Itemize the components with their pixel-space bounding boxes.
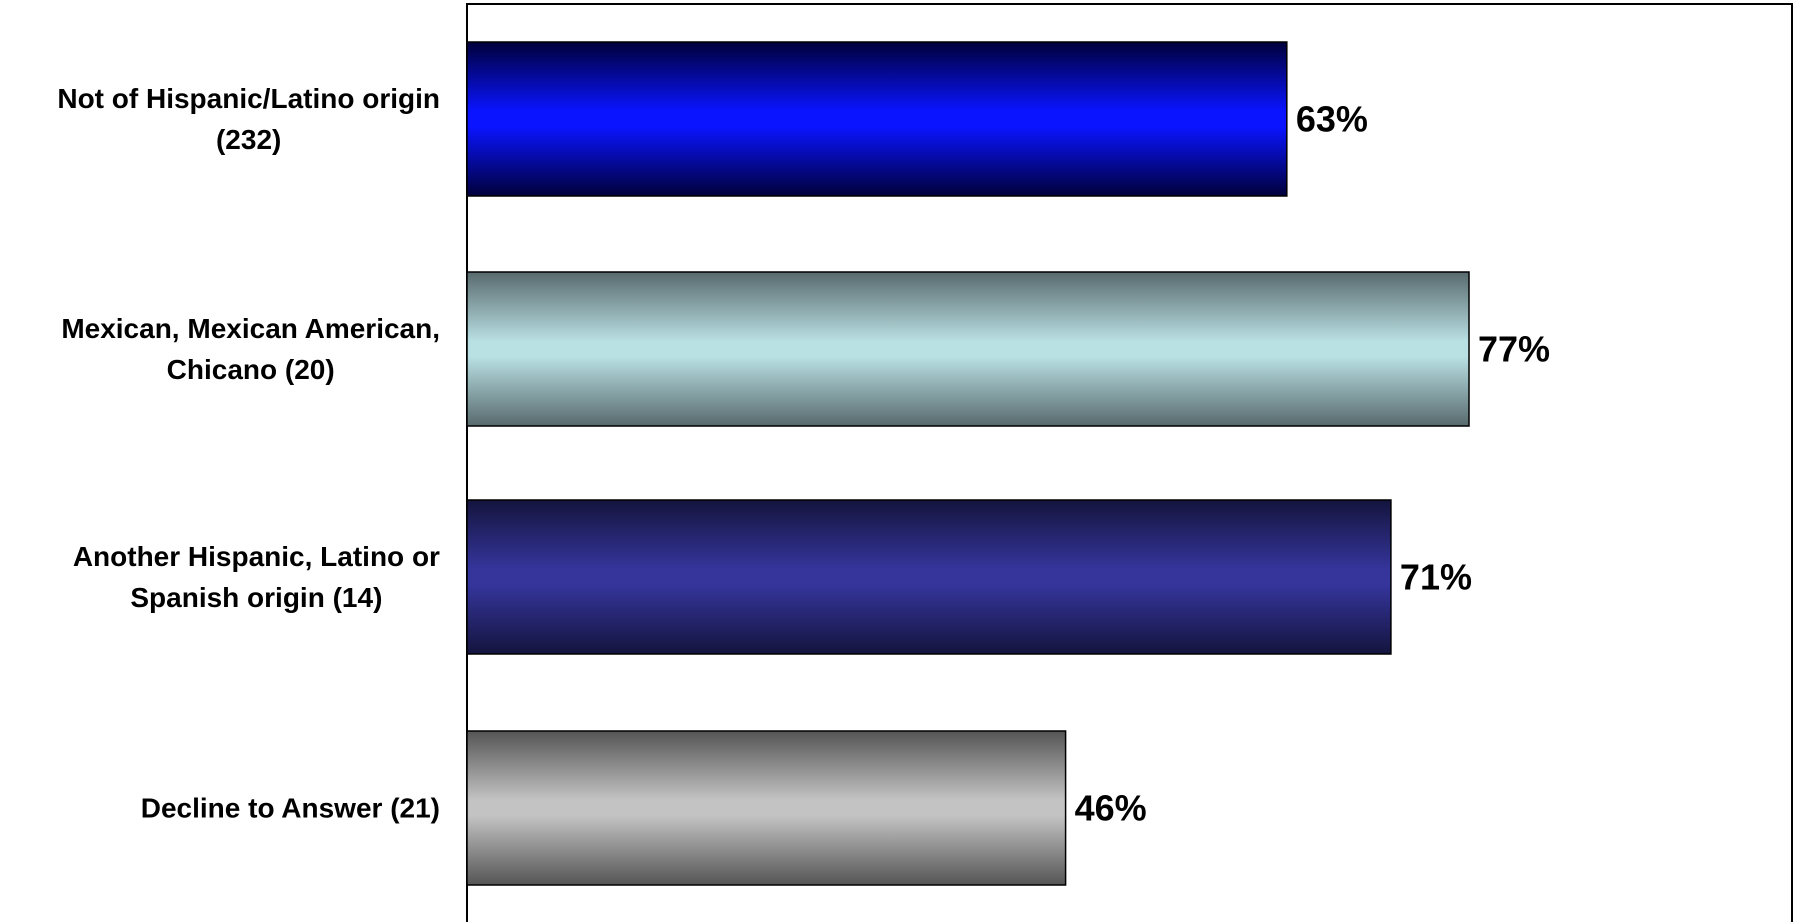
- bar-value-label-1: 63%: [1296, 99, 1368, 140]
- bar-value-label-2: 77%: [1478, 329, 1550, 370]
- category-label-4: Decline to Answer (21): [141, 793, 440, 824]
- bar-4: [466, 730, 1067, 886]
- bar-1: [466, 41, 1288, 197]
- bars-layer: [466, 41, 1470, 886]
- category-label-1: Not of Hispanic/Latino origin (232): [57, 83, 440, 155]
- category-label-line: Spanish origin (14): [130, 582, 382, 613]
- category-label-line: Mexican, Mexican American,: [61, 313, 440, 344]
- category-label-line: Chicano (20): [167, 354, 335, 385]
- category-label-line: Another Hispanic, Latino or: [73, 541, 440, 572]
- value-labels-layer: 63% 77% 71% 46%: [1075, 99, 1550, 829]
- bar-3: [466, 499, 1392, 655]
- plot-area-frame: [466, 3, 1793, 922]
- category-label-3: Another Hispanic, Latino or Spanish origi…: [73, 541, 440, 613]
- bar-value-label-4: 46%: [1075, 788, 1147, 829]
- bar-2: [466, 271, 1470, 427]
- category-labels-layer: Not of Hispanic/Latino origin (232) Mexica…: [57, 83, 440, 824]
- bar-value-label-3: 71%: [1400, 557, 1472, 598]
- category-label-line: Decline to Answer (21): [141, 793, 440, 824]
- category-label-2: Mexican, Mexican American, Chicano (20): [61, 313, 440, 385]
- category-label-line: (232): [216, 124, 281, 155]
- category-label-line: Not of Hispanic/Latino origin: [57, 83, 440, 114]
